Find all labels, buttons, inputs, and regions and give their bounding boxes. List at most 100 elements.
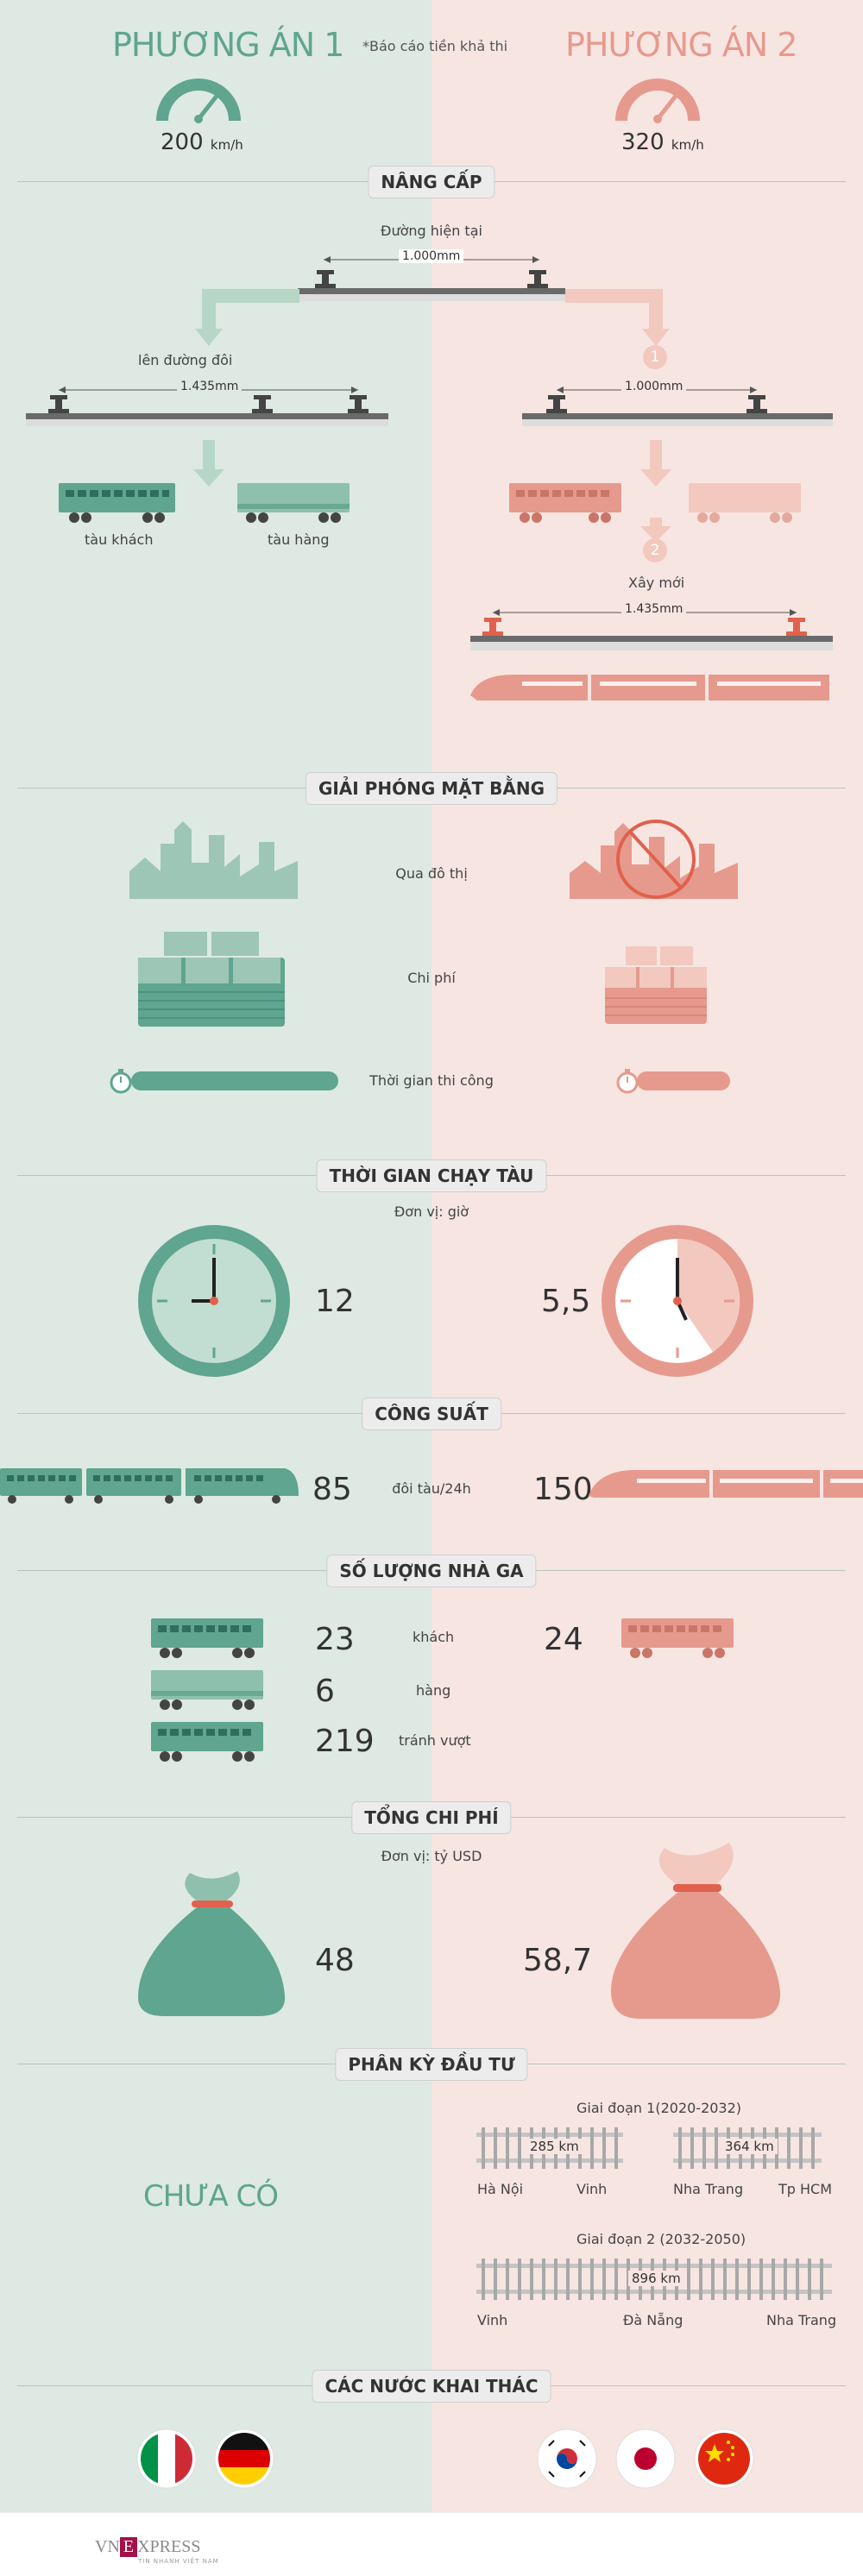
- current-gauge: 1.000mm: [399, 249, 464, 263]
- track-sleeper: [602, 2259, 606, 2300]
- option1-title: PHƯƠNG ÁN 1: [112, 26, 344, 64]
- track-sleeper: [723, 2259, 727, 2300]
- south-korea-flag-icon: [537, 2428, 597, 2489]
- segment2-distance: 364 km: [721, 2139, 778, 2154]
- phasing-none-label: CHƯA CÓ: [143, 2179, 279, 2214]
- passenger-train-label: tàu khách: [85, 531, 154, 548]
- section-title-clearance: GIẢI PHÓNG MẶT BẰNG: [305, 772, 558, 805]
- track-sleeper: [542, 2259, 545, 2300]
- clock-icon: [602, 1225, 753, 1377]
- green-train-icon: [0, 1468, 299, 1504]
- stopwatch-icon: [110, 1069, 132, 1094]
- freight-car-icon: [237, 483, 350, 523]
- step-2-badge: 2: [643, 538, 667, 562]
- option1-speed: 200 km/h: [161, 129, 243, 155]
- step-1-badge: 1: [643, 345, 667, 369]
- track-sleeper: [518, 2259, 521, 2300]
- section-title-stations: SỐ LƯỢNG NHÀ GA: [326, 1555, 537, 1587]
- section-title-upgrade: NÂNG CẤP: [368, 166, 495, 198]
- track-sleeper: [494, 2259, 497, 2300]
- track-sleeper: [711, 2259, 715, 2300]
- passenger-station-count: 23: [315, 1622, 355, 1657]
- vnexpress-logo[interactable]: VN E XPRESS: [95, 2537, 201, 2557]
- passenger-car-icon: [509, 483, 621, 523]
- section-title-phasing: PHÂN KỲ ĐẦU TƯ: [335, 2048, 528, 2081]
- double-track-label: lên đường đôi: [138, 352, 233, 368]
- freight-station-count: 6: [315, 1674, 335, 1709]
- segment1-distance: 285 km: [526, 2139, 583, 2154]
- japan-flag-icon: [615, 2428, 676, 2489]
- money-bag-icon: [138, 1871, 286, 2016]
- high-speed-train-icon: [470, 675, 829, 701]
- run-time-option2: 5,5: [541, 1284, 591, 1319]
- section-divider-total-cost: TỔNG CHI PHÍ: [17, 1801, 846, 1834]
- track-sleeper: [808, 2259, 811, 2300]
- track-sleeper: [506, 2259, 509, 2300]
- passing-station-label: tránh vượt: [399, 1732, 471, 1749]
- segment3-distance: 896 km: [628, 2271, 684, 2286]
- track-sleeper: [687, 2259, 690, 2300]
- section-divider-run-time: THỜI GIAN CHẠY TÀU: [17, 1159, 846, 1192]
- cost-label: Chi phí: [407, 970, 456, 986]
- section-divider-clearance: GIẢI PHÓNG MẶT BẰNG: [17, 772, 846, 805]
- through-city-label: Qua đô thị: [395, 865, 468, 882]
- total-cost-option1: 48: [315, 1943, 355, 1978]
- arrow-down-left-icon: [195, 289, 299, 346]
- track-sleeper: [530, 2259, 533, 2300]
- germany-flag-icon: [214, 2428, 274, 2489]
- new-build-label: Xây mới: [628, 575, 685, 591]
- vnexpress-tagline: TIN NHANH VIỆT NAM: [138, 2558, 219, 2565]
- freight-station-label: hàng: [416, 1682, 451, 1699]
- arrow-down-icon: [193, 440, 224, 487]
- arrow-down-icon: [640, 440, 671, 487]
- current-track-label: Đường hiện tại: [381, 223, 482, 239]
- run-time-unit: Đơn vị: giờ: [394, 1203, 469, 1220]
- track-sleeper: [590, 2259, 594, 2300]
- segment2-from: Nha Trang: [673, 2181, 744, 2197]
- construction-time-label: Thời gian thi công: [369, 1072, 494, 1089]
- track-sleeper: [820, 2259, 823, 2300]
- passenger-station-count-option2: 24: [544, 1622, 583, 1657]
- track-sleeper: [759, 2259, 763, 2300]
- segment3-mid: Đà Nẵng: [623, 2312, 683, 2328]
- section-title-run-time: THỜI GIAN CHẠY TÀU: [316, 1159, 547, 1192]
- clock-icon: [138, 1225, 290, 1377]
- double-track-gauge: 1.435mm: [177, 380, 243, 393]
- city-skyline-crossed-icon: [570, 820, 738, 899]
- time-bar-track: [131, 1071, 338, 1090]
- section-divider-stations: SỐ LƯỢNG NHÀ GA: [17, 1555, 846, 1587]
- segment3-to: Nha Trang: [766, 2312, 837, 2328]
- total-cost-unit: Đơn vị: tỷ USD: [381, 1848, 482, 1864]
- existing-track-icon: [522, 386, 833, 426]
- track-sleeper: [482, 2259, 485, 2300]
- segment1-from: Hà Nội: [477, 2181, 524, 2197]
- capacity-option1: 85: [312, 1472, 352, 1507]
- time-bar-track: [637, 1071, 844, 1090]
- track-sleeper: [578, 2259, 582, 2300]
- arrow-down-right-icon: [565, 289, 670, 346]
- passing-station-count: 219: [315, 1724, 375, 1759]
- option2-speed: 320 km/h: [621, 129, 704, 155]
- new-track-gauge: 1.435mm: [621, 602, 687, 616]
- phase2-label: Giai đoạn 2 (2032-2050): [576, 2231, 746, 2247]
- freight-car-icon: [151, 1670, 263, 1710]
- italy-flag-icon: [136, 2428, 197, 2489]
- option2-title: PHƯƠNG ÁN 2: [565, 26, 797, 64]
- high-speed-train-icon: [589, 1470, 863, 1498]
- double-track-icon: [26, 386, 388, 426]
- passenger-car-icon: [621, 1618, 734, 1658]
- capacity-unit: đôi tàu/24h: [392, 1480, 471, 1497]
- section-title-countries: CÁC NƯỚC KHAI THÁC: [312, 2370, 551, 2403]
- segment3-from: Vinh: [477, 2312, 508, 2328]
- track-sleeper: [699, 2259, 702, 2300]
- china-flag-icon: [694, 2428, 754, 2489]
- total-cost-option2: 58,7: [523, 1943, 593, 1978]
- track-sleeper: [796, 2259, 799, 2300]
- arrow-down-icon: [640, 518, 671, 542]
- run-time-option1: 12: [315, 1284, 355, 1319]
- passenger-car-icon: [59, 483, 175, 523]
- section-divider-upgrade: NÂNG CẤP: [17, 166, 846, 198]
- phase1-label: Giai đoạn 1(2020-2032): [576, 2100, 742, 2116]
- track-sleeper: [566, 2259, 570, 2300]
- speedometer-icon: [156, 79, 241, 123]
